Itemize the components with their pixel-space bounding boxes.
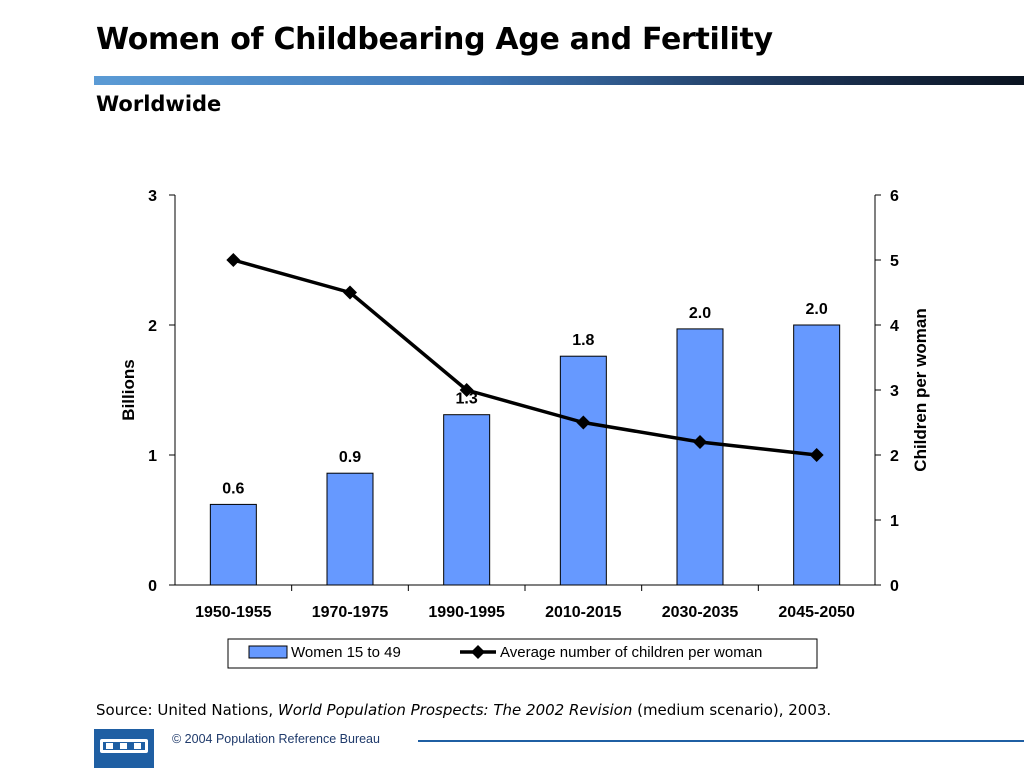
line-children-per-woman <box>232 258 817 457</box>
bar-women-2010-2015 <box>559 355 607 586</box>
chart: 0.6 0.9 1.3 1.8 2.0 2.0 0 1 2 3 0 1 2 3 4 5 6 1950-1955 19… <box>119 188 930 669</box>
line-point-marker <box>576 415 591 430</box>
prb-logo <box>94 729 154 768</box>
footer-copyright: © 2004 Population Reference Bureau <box>172 732 380 746</box>
x-tick-label: 2010-2015 <box>545 604 622 621</box>
right-tick-label: 6 <box>890 188 899 205</box>
bar-data-label: 1.3 <box>456 391 478 408</box>
x-tick-label: 2045-2050 <box>778 604 855 621</box>
left-axis-title: Billions <box>119 359 138 420</box>
left-tick-label: 0 <box>148 578 157 595</box>
line-point-marker <box>343 285 357 300</box>
bar-data-label: 1.8 <box>572 332 594 349</box>
source-note: Source: United Nations, World Population… <box>96 701 831 719</box>
prb-logo-mark <box>100 739 148 753</box>
x-tick-label: 1970-1975 <box>312 604 389 621</box>
bar-data-label: 0.6 <box>222 480 244 497</box>
bar-women-1950-1955 <box>209 503 257 586</box>
x-tick-label: 1990-1995 <box>428 604 505 621</box>
legend-swatch-marker <box>471 645 485 659</box>
line-point-marker <box>693 435 707 449</box>
right-tick-label: 3 <box>890 383 899 400</box>
line-point-marker <box>809 448 824 462</box>
line-point-marker <box>226 253 241 267</box>
source-publication: World Population Prospects: The 2002 Rev… <box>277 701 633 719</box>
footer-rule <box>418 740 1024 742</box>
line-point-marker <box>459 383 474 397</box>
legend-swatch-bar <box>248 645 288 659</box>
bar-data-label: 2.0 <box>806 301 828 318</box>
bar-women-1970-1975 <box>326 472 374 586</box>
right-tick-label: 5 <box>890 253 899 270</box>
bar-data-label: 0.9 <box>339 449 361 466</box>
bar-data-label: 2.0 <box>689 305 711 322</box>
source-prefix: Source: United Nations, <box>96 701 278 719</box>
bar-women-2030-2035 <box>676 328 724 586</box>
left-tick-label: 3 <box>148 188 157 205</box>
title-rule <box>94 76 1024 85</box>
right-tick-label: 0 <box>890 578 899 595</box>
left-tick-label: 2 <box>148 318 157 335</box>
legend-label-children: Average number of children per woman <box>500 644 762 661</box>
slide-subtitle: Worldwide <box>96 92 222 116</box>
x-tick-label: 1950-1955 <box>195 604 272 621</box>
source-suffix: (medium scenario), 2003. <box>632 701 832 719</box>
bar-women-1990-1995 <box>443 414 491 586</box>
legend-label-women: Women 15 to 49 <box>291 644 401 661</box>
left-tick-label: 1 <box>148 448 157 465</box>
right-tick-label: 1 <box>890 513 899 530</box>
legend-box <box>227 638 818 669</box>
x-tick-label: 2030-2035 <box>662 604 739 621</box>
slide-title: Women of Childbearing Age and Fertility <box>96 22 773 57</box>
right-axis-title: Children per woman <box>911 308 930 471</box>
right-tick-label: 2 <box>890 448 899 465</box>
right-tick-label: 4 <box>890 318 899 335</box>
